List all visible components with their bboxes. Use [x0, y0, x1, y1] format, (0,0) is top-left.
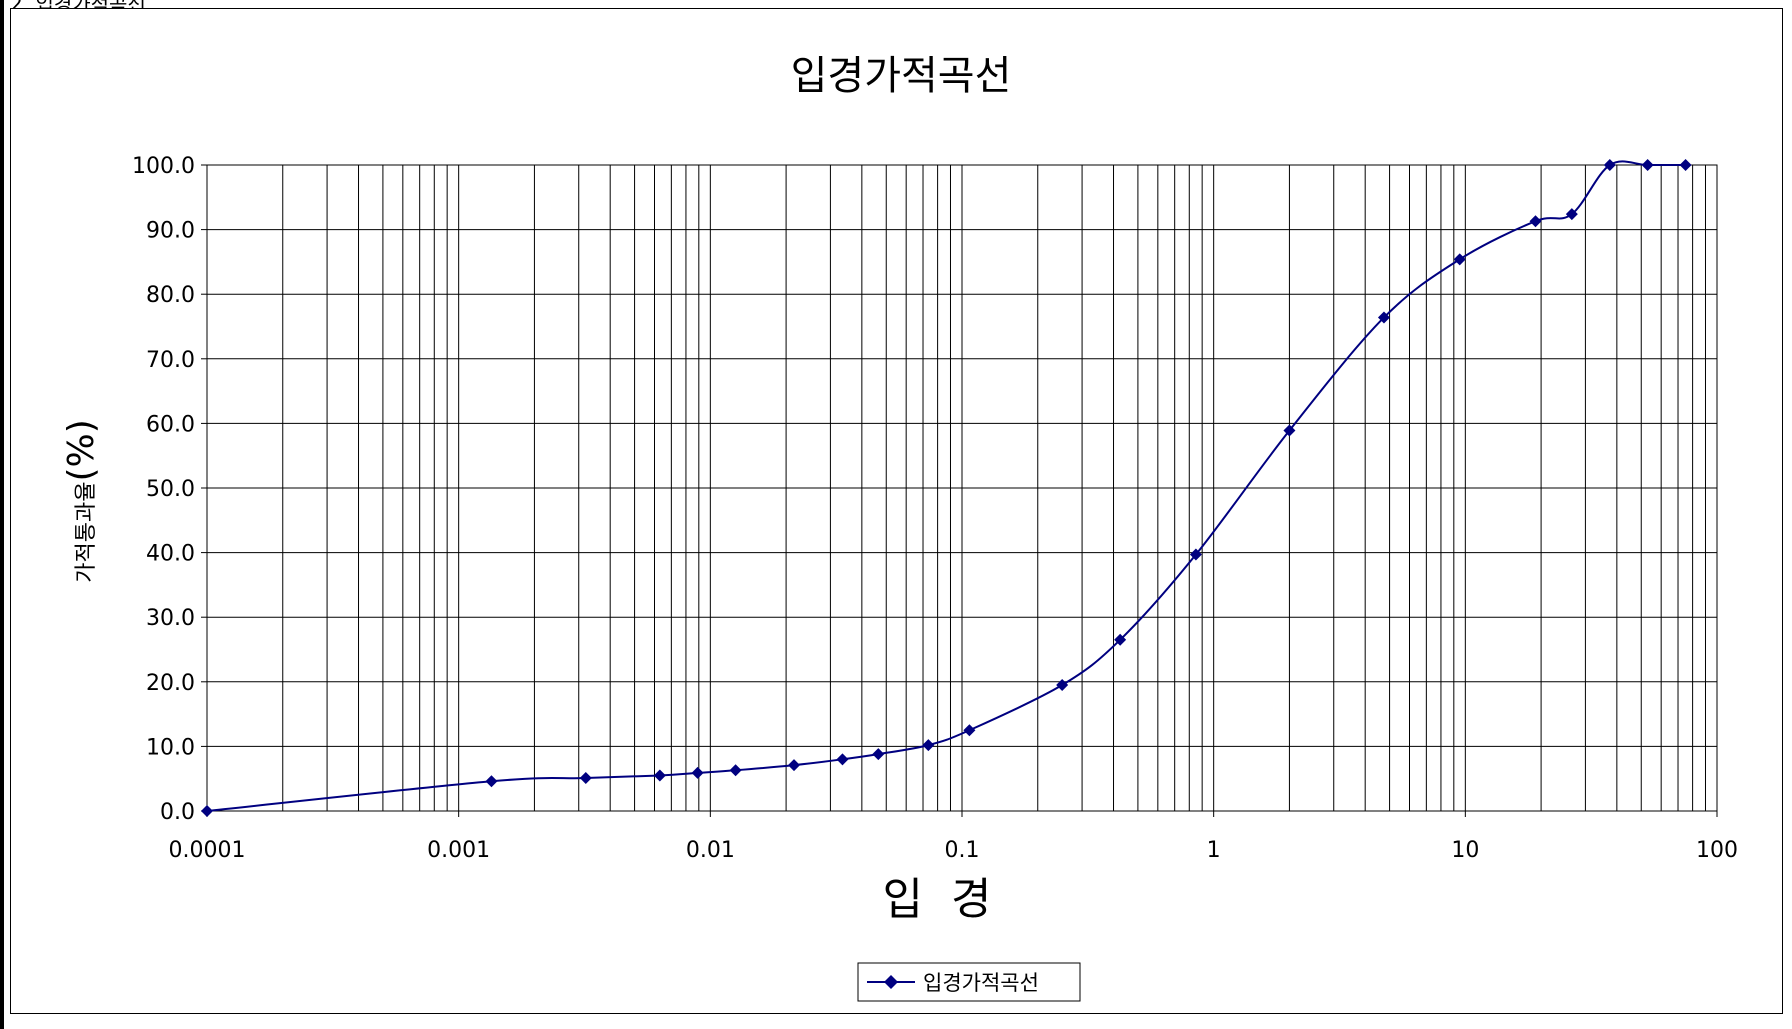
data-point-marker [1377, 311, 1390, 324]
x-tick-label: 0.1 [945, 838, 980, 863]
y-tick-label: 70.0 [146, 348, 195, 373]
y-tick-label: 60.0 [146, 412, 195, 437]
data-point-marker [1641, 159, 1654, 171]
y-tick-label: 0.0 [160, 800, 195, 825]
grain-size-chart: 0.010.020.030.040.050.060.070.080.090.01… [61, 53, 1738, 1002]
legend: 입경가적곡선 [857, 962, 1081, 1002]
data-point-marker [1453, 253, 1466, 266]
chart-area: 0.0 10.0 20.0 30.0 40.0 50.0 60.0 70.0 80.0 90.0 1… [10, 8, 1783, 1014]
legend-marker-sample [884, 975, 898, 989]
x-tick-label: 0.001 [427, 838, 490, 863]
x-tick-label: 0.0001 [169, 838, 246, 863]
data-point-marker [691, 766, 704, 779]
data-point-marker [1603, 159, 1616, 171]
grid-lines [207, 165, 1717, 811]
data-point-marker [836, 753, 849, 766]
x-tick-label: 100 [1696, 838, 1738, 863]
y-axis-label-text: 가적통과율(%) [61, 419, 102, 583]
data-point-marker [485, 775, 498, 788]
data-point-marker [1565, 208, 1578, 221]
y-tick-label: 100.0 [132, 154, 195, 179]
y-tick-label: 10.0 [146, 735, 195, 760]
y-tick-label: 90.0 [146, 219, 195, 244]
y-axis-label-unit: (%) [61, 419, 102, 481]
chart-title: 입경가적곡선 [791, 53, 1012, 99]
data-point-marker [922, 739, 935, 752]
data-point-marker [729, 764, 742, 777]
y-tick-label: 80.0 [146, 283, 195, 308]
series-markers [201, 159, 1692, 817]
data-point-marker [1679, 159, 1692, 171]
x-tick-label: 10 [1451, 838, 1479, 863]
data-point-marker [1189, 548, 1202, 561]
y-tick-label: 40.0 [146, 542, 195, 567]
y-axis-label-main: 가적통과율 [74, 482, 99, 583]
data-point-marker [579, 772, 592, 785]
data-point-marker [653, 769, 666, 782]
x-tick-label: 0.01 [686, 838, 735, 863]
x-tick-labels: 0.0001 0.001 0.01 0.1 1 10 100 [169, 811, 1738, 863]
data-point-marker [1056, 679, 1069, 692]
y-axis-label: 가적통과율(%) [61, 419, 102, 583]
page-frame-border [0, 0, 4, 1029]
y-tick-label: 30.0 [146, 606, 195, 631]
data-point-marker [1283, 424, 1296, 437]
data-point-marker [201, 805, 213, 817]
y-tick-label: 50.0 [146, 477, 195, 502]
y-tick-labels: 0.0 10.0 20.0 30.0 40.0 50.0 60.0 70.0 80.0 90.0 1… [132, 154, 207, 825]
y-tick-label: 20.0 [146, 671, 195, 696]
legend-label: 입경가적곡선 [923, 971, 1039, 995]
data-point-marker [1114, 633, 1127, 646]
x-tick-label: 1 [1207, 838, 1221, 863]
data-point-marker [963, 724, 976, 737]
data-point-marker [1529, 215, 1542, 228]
data-point-marker [787, 759, 800, 772]
data-point-marker [872, 748, 885, 761]
x-axis-label: 입 경 [883, 874, 992, 925]
